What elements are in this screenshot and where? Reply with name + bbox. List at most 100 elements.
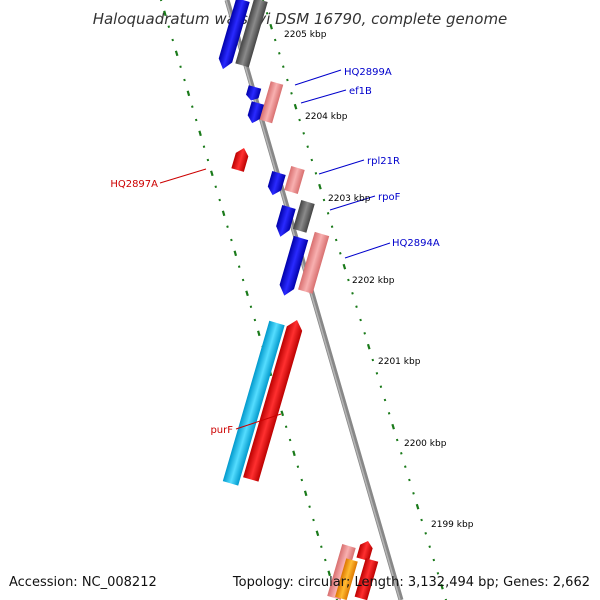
major-tick	[174, 50, 179, 57]
gene-blue-rpl21r[interactable]	[266, 171, 286, 197]
genome-backbone-highlight	[225, 0, 401, 600]
minor-tick	[408, 478, 411, 482]
minor-tick	[444, 598, 448, 600]
accession-text: Accession: NC_008212	[9, 575, 157, 590]
minor-tick	[432, 558, 436, 562]
minor-tick	[253, 318, 257, 322]
minor-tick	[363, 332, 366, 335]
gene-blue-top[interactable]	[216, 0, 250, 71]
minor-tick	[230, 238, 233, 242]
gene-label-ef1b[interactable]: ef1B	[349, 86, 372, 97]
minor-tick	[351, 292, 354, 295]
gene-orange-bottom[interactable]	[335, 558, 358, 600]
minor-tick	[171, 38, 174, 42]
minor-tick	[339, 252, 342, 255]
minor-tick	[436, 572, 440, 575]
major-tick	[415, 503, 420, 510]
major-tick	[245, 290, 249, 297]
gene-blue-hq2899a[interactable]	[245, 85, 262, 102]
minor-tick	[395, 438, 399, 442]
minor-tick	[167, 25, 171, 28]
gene-red-hq2897a[interactable]	[231, 146, 250, 172]
gene-red-bottom[interactable]	[356, 539, 374, 562]
gene-cyan-purf[interactable]	[222, 320, 285, 486]
major-tick	[315, 530, 320, 537]
gene-pink-rpl21r[interactable]	[284, 166, 305, 194]
minor-tick	[296, 465, 300, 468]
minor-tick	[383, 398, 387, 402]
gene-red-purf[interactable]	[243, 318, 305, 482]
minor-tick	[314, 172, 318, 175]
minor-tick	[334, 238, 338, 242]
major-tick	[318, 183, 322, 190]
minor-tick	[302, 132, 305, 135]
kbp-label-2202: 2202 kbp	[352, 276, 395, 286]
gene-pink-hq2894a[interactable]	[298, 231, 330, 294]
kbp-label-2199: 2199 kbp	[431, 520, 474, 530]
gene-gray-top[interactable]	[235, 0, 268, 68]
major-tick	[280, 410, 285, 417]
gene-blue-hq2894a[interactable]	[277, 235, 309, 298]
gene-features	[216, 0, 379, 600]
minor-tick	[375, 372, 379, 375]
minor-tick	[330, 225, 334, 228]
gene-blue-rpof[interactable]	[274, 205, 296, 239]
major-tick	[198, 130, 202, 137]
gene-blue-ef1b[interactable]	[246, 101, 265, 125]
leader-line-purf	[235, 413, 282, 430]
minor-tick	[420, 518, 423, 522]
major-tick	[186, 90, 191, 97]
left-tick-track	[159, 0, 339, 600]
minor-tick	[273, 38, 277, 42]
minor-tick	[400, 452, 403, 455]
minor-tick	[288, 438, 292, 442]
gene-label-rpof[interactable]: rpoF	[378, 192, 401, 203]
gene-label-hq2894a[interactable]: HQ2894A	[392, 238, 440, 249]
minor-tick	[387, 412, 391, 415]
leader-line-rpof	[329, 195, 376, 211]
minor-tick	[206, 158, 210, 162]
kbp-label-2200: 2200 kbp	[404, 439, 447, 449]
gene-pink-bottom[interactable]	[327, 544, 356, 600]
gene-red-bottom-2[interactable]	[354, 558, 379, 600]
minor-tick	[312, 518, 315, 522]
kbp-label-2203: 2203 kbp	[328, 194, 371, 204]
minor-tick	[379, 385, 383, 388]
major-tick	[269, 23, 273, 30]
major-tick	[163, 10, 167, 17]
gene-label-hq2899a[interactable]: HQ2899A	[344, 67, 392, 78]
minor-tick	[290, 92, 293, 95]
major-tick	[210, 170, 214, 177]
major-tick	[233, 250, 238, 257]
minor-tick	[306, 145, 309, 148]
minor-tick	[249, 305, 253, 308]
minor-tick	[324, 558, 327, 562]
leader-line-ef1b	[300, 89, 347, 104]
minor-tick	[404, 465, 407, 468]
major-tick	[327, 570, 331, 577]
genome-backbone	[224, 0, 404, 600]
major-tick	[440, 583, 444, 590]
gene-pink-ef1b[interactable]	[259, 81, 284, 124]
kbp-label-2205: 2205 kbp	[284, 30, 327, 40]
minor-tick	[310, 158, 314, 162]
gene-label-hq2897a[interactable]: HQ2897A	[110, 179, 158, 190]
gene-gray-rpof[interactable]	[292, 200, 315, 233]
minor-tick	[241, 278, 245, 282]
leader-line-hq2897a	[159, 168, 207, 184]
major-tick	[342, 263, 347, 270]
minor-tick	[412, 492, 415, 495]
minor-tick	[183, 78, 186, 82]
minor-tick	[214, 185, 217, 188]
minor-tick	[191, 105, 194, 108]
minor-tick	[194, 118, 198, 122]
minor-tick	[286, 78, 289, 82]
gene-label-rpl21r[interactable]: rpl21R	[367, 156, 400, 167]
leader-line-hq2899a	[294, 69, 342, 86]
gene-label-purf[interactable]: purF	[210, 425, 233, 436]
minor-tick	[308, 505, 311, 508]
minor-tick	[320, 545, 323, 548]
major-tick	[293, 103, 298, 110]
minor-tick	[159, 0, 163, 2]
